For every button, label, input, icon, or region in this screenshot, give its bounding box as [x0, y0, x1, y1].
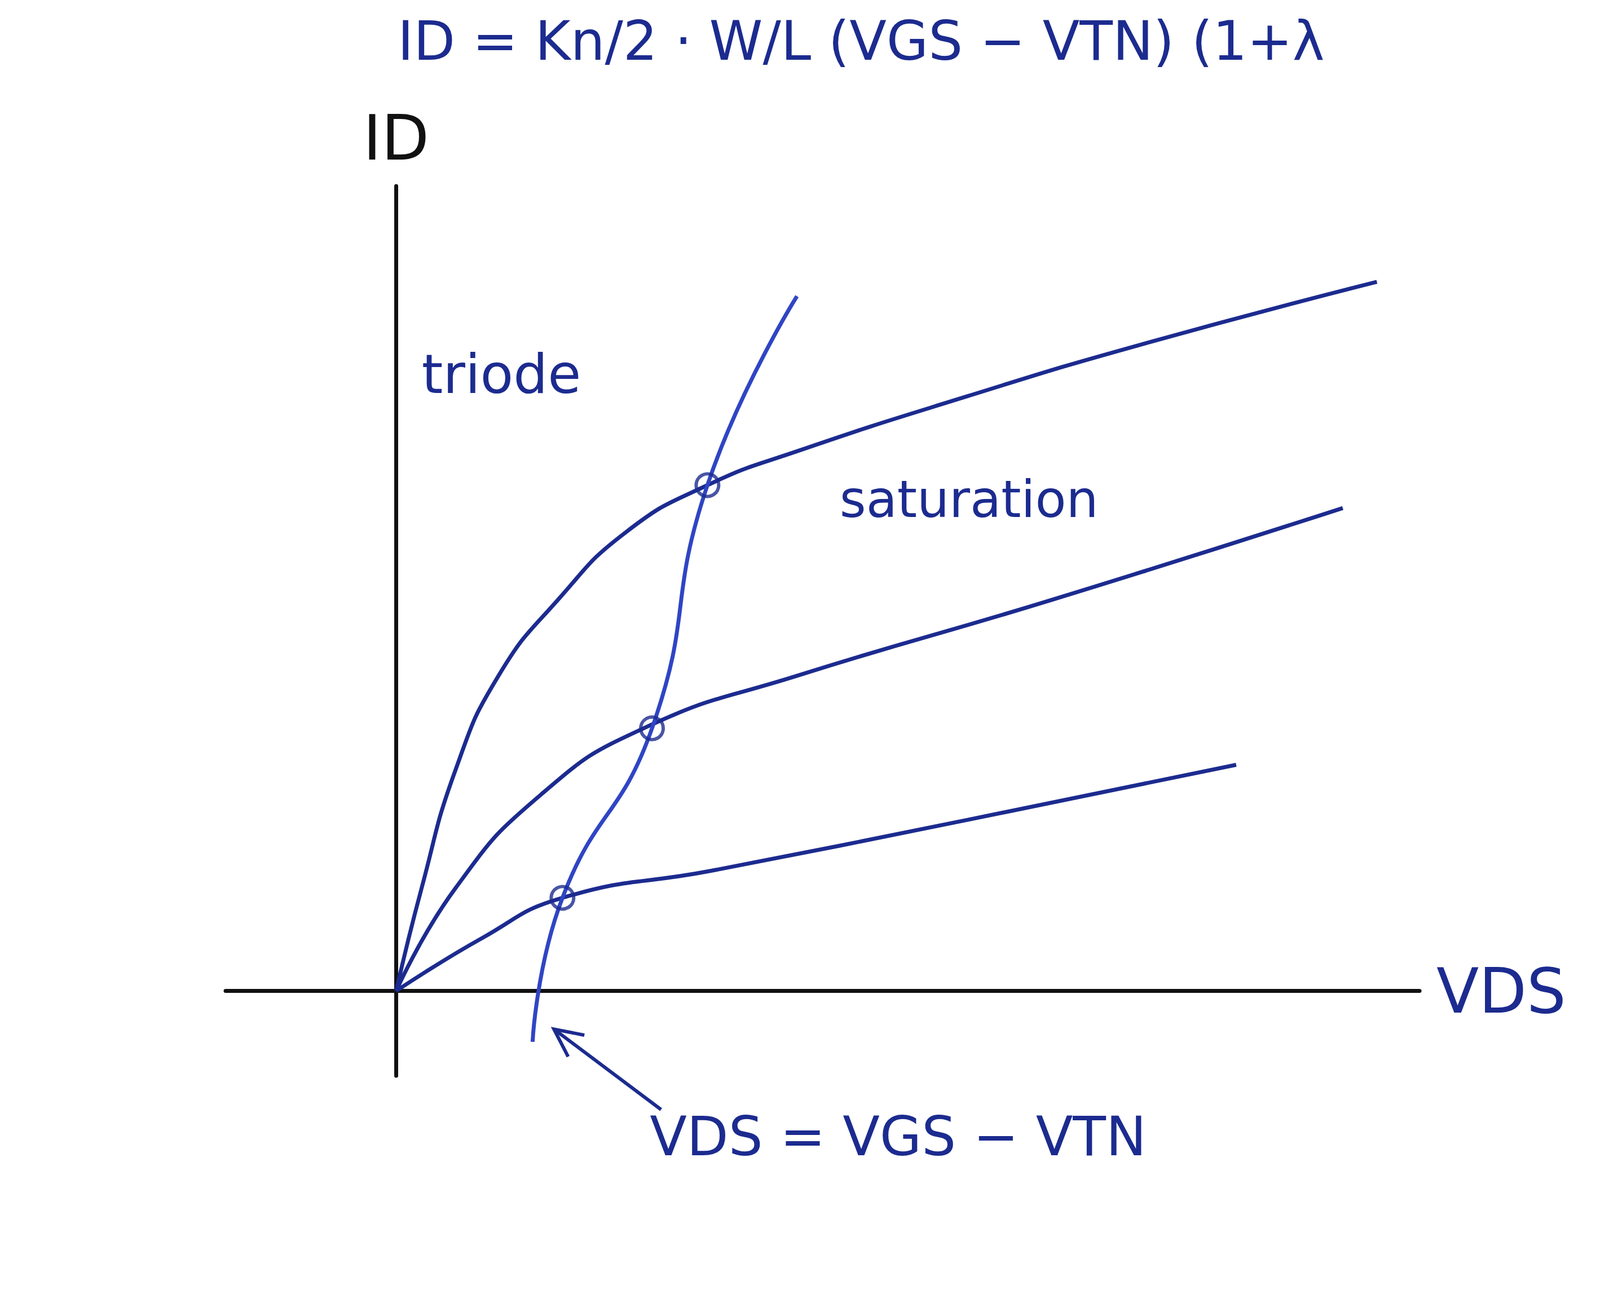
- svg-text:ID = Kn/2 · W/L (VGS − VTN) (1: ID = Kn/2 · W/L (VGS − VTN) (1+λ: [397, 9, 1325, 73]
- svg-text:VDS = VGS − VTN: VDS = VGS − VTN: [649, 1105, 1147, 1169]
- svg-text:ID: ID: [363, 102, 430, 175]
- svg-text:triode: triode: [421, 342, 582, 407]
- svg-text:saturation: saturation: [839, 469, 1099, 530]
- svg-text:VDS: VDS: [1436, 955, 1567, 1028]
